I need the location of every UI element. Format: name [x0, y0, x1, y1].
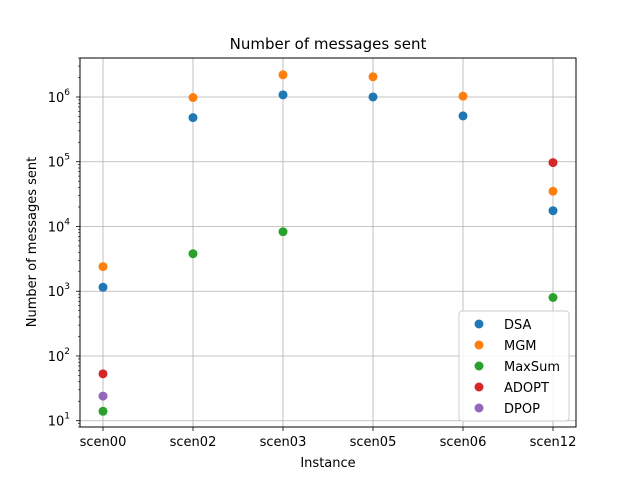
legend-label-mgm: MGM [504, 339, 537, 354]
y-tick-label: 104 [48, 217, 71, 235]
y-tick-label: 101 [48, 412, 70, 430]
x-tick-label: scen06 [440, 435, 487, 450]
y-tick-label: 103 [48, 282, 70, 300]
legend-label-maxsum: MaxSum [504, 360, 560, 375]
legend-marker-adopt [474, 382, 484, 392]
x-axis-label: Instance [300, 456, 355, 471]
legend-box [458, 310, 570, 422]
legend-marker-mgm [474, 340, 484, 350]
legend-label-dpop: DPOP [504, 402, 540, 417]
data-point-dsa [98, 282, 108, 292]
data-point-dsa [548, 206, 558, 216]
data-point-mgm [548, 186, 558, 196]
data-point-dsa [278, 90, 288, 100]
x-tick-label: scen05 [350, 435, 397, 450]
legend-label-adopt: ADOPT [504, 381, 549, 396]
x-tick-label: scen12 [530, 435, 577, 450]
data-point-dsa [368, 92, 378, 102]
y-axis-label: Number of messages sent [25, 157, 40, 327]
legend-marker-dpop [474, 403, 484, 413]
data-point-mgm [188, 93, 198, 103]
data-point-mgm [278, 70, 288, 80]
plot-frame [79, 57, 577, 428]
y-tick-label: 105 [48, 153, 70, 171]
data-point-maxsum [548, 293, 558, 303]
x-axis-ticks: scen00 scen02 scen03 scen05 scen06 scen12 [80, 427, 577, 450]
data-point-dpop [98, 391, 108, 401]
data-point-mgm [368, 72, 378, 82]
y-tick-label: 102 [48, 347, 70, 365]
grid-lines [80, 58, 576, 427]
y-tick-label: 106 [48, 88, 71, 106]
legend-marker-maxsum [474, 361, 484, 371]
x-tick-label: scen00 [80, 435, 127, 450]
legend-marker-dsa [474, 319, 484, 329]
data-points [98, 70, 558, 416]
legend-label-dsa: DSA [504, 318, 532, 333]
data-point-dsa [458, 111, 468, 121]
data-point-maxsum [188, 249, 198, 259]
x-tick-label: scen03 [260, 435, 307, 450]
data-point-adopt [98, 369, 108, 379]
legend: DSA MGM MaxSum ADOPT DPOP [458, 310, 570, 422]
data-point-mgm [458, 91, 468, 101]
data-point-maxsum [278, 227, 288, 237]
data-point-dsa [188, 113, 198, 123]
data-point-maxsum [98, 406, 108, 416]
data-point-adopt [548, 158, 558, 168]
data-point-mgm [98, 262, 108, 272]
x-tick-label: scen02 [170, 435, 217, 450]
y-axis-ticks: 101 102 103 104 105 106 [48, 57, 80, 430]
chart-title: Number of messages sent [230, 35, 427, 53]
